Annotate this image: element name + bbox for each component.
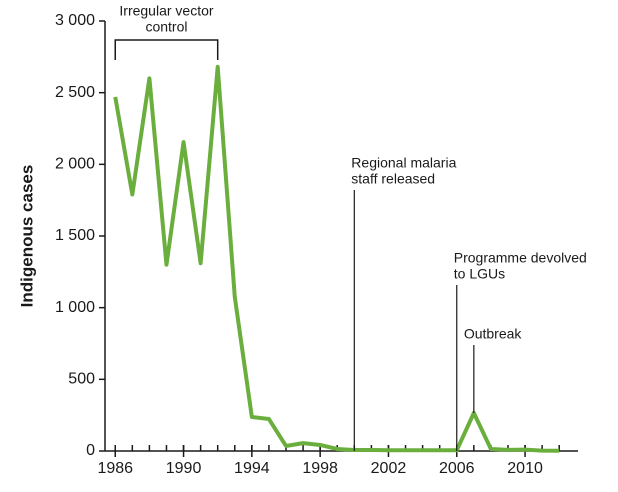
annotation-text: Irregular vector <box>119 3 213 19</box>
y-tick-label: 500 <box>68 371 95 388</box>
annotation-text: staff released <box>351 171 435 187</box>
x-tick-label: 2010 <box>507 460 543 477</box>
x-tick-label: 1998 <box>302 460 338 477</box>
y-tick-label: 2 000 <box>55 156 95 173</box>
y-tick-label: 3 000 <box>55 12 95 29</box>
y-tick-label: 1 000 <box>55 299 95 316</box>
y-tick-label: 1 500 <box>55 227 95 244</box>
annotation-text: Outbreak <box>464 326 523 342</box>
annotation-text: Programme devolved <box>454 250 587 266</box>
y-tick-label: 0 <box>86 442 95 459</box>
x-tick-label: 2002 <box>371 460 407 477</box>
y-tick-label: 2 500 <box>55 84 95 101</box>
data-line <box>113 64 560 453</box>
x-tick-label: 1990 <box>166 460 202 477</box>
annotation-text: to LGUs <box>454 266 505 282</box>
x-tick-label: 1986 <box>97 460 133 477</box>
x-tick-label: 2006 <box>439 460 475 477</box>
annotation-text: Regional malaria <box>351 155 456 171</box>
annotation-text: control <box>145 19 187 35</box>
bracket <box>114 39 219 60</box>
y-axis-label: Indigenous cases <box>17 165 36 308</box>
x-tick-label: 1994 <box>234 460 270 477</box>
